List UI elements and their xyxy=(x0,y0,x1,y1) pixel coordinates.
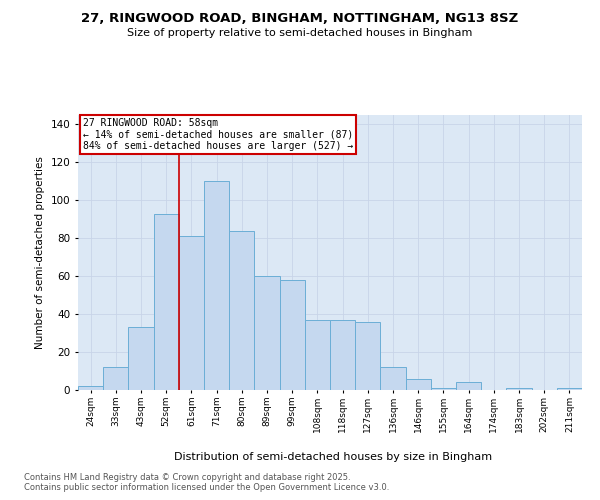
Bar xyxy=(204,182,229,390)
Bar xyxy=(557,388,582,390)
Bar xyxy=(506,388,532,390)
Bar xyxy=(280,280,305,390)
Bar xyxy=(355,322,380,390)
Bar xyxy=(406,378,431,390)
Text: Size of property relative to semi-detached houses in Bingham: Size of property relative to semi-detach… xyxy=(127,28,473,38)
Text: Contains public sector information licensed under the Open Government Licence v3: Contains public sector information licen… xyxy=(24,484,389,492)
Bar xyxy=(78,386,103,390)
Bar xyxy=(456,382,481,390)
Bar xyxy=(154,214,179,390)
Bar xyxy=(229,230,254,390)
Bar xyxy=(380,367,406,390)
Text: Distribution of semi-detached houses by size in Bingham: Distribution of semi-detached houses by … xyxy=(174,452,492,462)
Text: 27, RINGWOOD ROAD, BINGHAM, NOTTINGHAM, NG13 8SZ: 27, RINGWOOD ROAD, BINGHAM, NOTTINGHAM, … xyxy=(82,12,518,26)
Text: 27 RINGWOOD ROAD: 58sqm
← 14% of semi-detached houses are smaller (87)
84% of se: 27 RINGWOOD ROAD: 58sqm ← 14% of semi-de… xyxy=(83,118,353,151)
Bar xyxy=(103,367,128,390)
Bar xyxy=(128,328,154,390)
Y-axis label: Number of semi-detached properties: Number of semi-detached properties xyxy=(35,156,45,349)
Text: Contains HM Land Registry data © Crown copyright and database right 2025.: Contains HM Land Registry data © Crown c… xyxy=(24,472,350,482)
Bar xyxy=(305,320,330,390)
Bar xyxy=(254,276,280,390)
Bar xyxy=(179,236,204,390)
Bar xyxy=(330,320,355,390)
Bar xyxy=(431,388,456,390)
